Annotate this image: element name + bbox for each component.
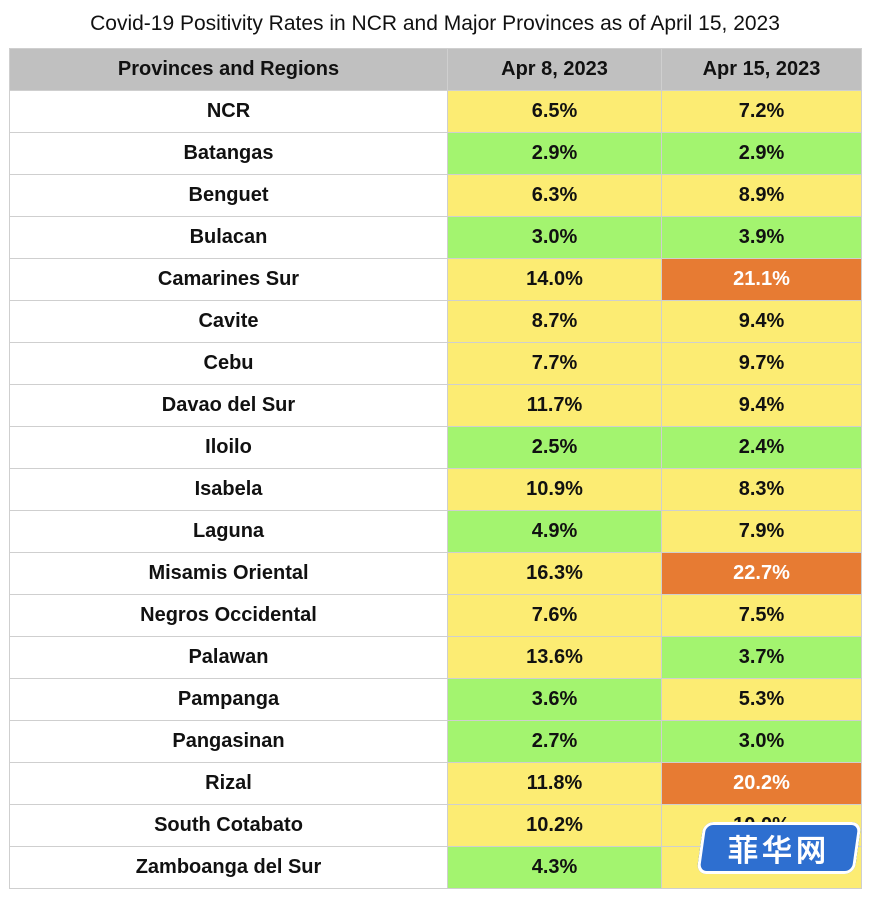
apr15-rate-cell: 3.9% — [661, 216, 862, 259]
province-name-cell: Palawan — [9, 636, 448, 679]
column-header-provinces: Provinces and Regions — [9, 48, 448, 91]
apr8-rate-cell: 16.3% — [447, 552, 662, 595]
apr15-rate-cell: 22.7% — [661, 552, 862, 595]
province-name-cell: Rizal — [9, 762, 448, 805]
apr8-rate-cell: 11.8% — [447, 762, 662, 805]
apr15-rate-cell: 2.4% — [661, 426, 862, 469]
apr8-rate-cell: 3.6% — [447, 678, 662, 721]
apr8-rate-cell: 11.7% — [447, 384, 662, 427]
apr15-rate-cell: 7.9% — [661, 510, 862, 553]
table-row: Batangas 2.9% 2.9% — [9, 132, 862, 175]
table-row: Pangasinan 2.7% 3.0% — [9, 720, 862, 763]
apr15-rate-cell: 9.4% — [661, 300, 862, 343]
column-header-apr8: Apr 8, 2023 — [447, 48, 662, 91]
table-row: Benguet 6.3% 8.9% — [9, 174, 862, 217]
table-row: Isabela 10.9% 8.3% — [9, 468, 862, 511]
apr8-rate-cell: 6.3% — [447, 174, 662, 217]
apr8-rate-cell: 6.5% — [447, 90, 662, 133]
apr15-rate-cell: 7.2% — [661, 90, 862, 133]
province-name-cell: Cebu — [9, 342, 448, 385]
header-row: Provinces and Regions Apr 8, 2023 Apr 15… — [9, 48, 862, 91]
apr8-rate-cell: 10.9% — [447, 468, 662, 511]
apr8-rate-cell: 7.6% — [447, 594, 662, 637]
table-row: Camarines Sur 14.0% 21.1% — [9, 258, 862, 301]
table-body: NCR 6.5% 7.2% Batangas 2.9% 2.9% Benguet 6.3% 8.… — [9, 90, 862, 889]
watermark-text: 菲华网 — [728, 834, 830, 869]
table-row: Palawan 13.6% 3.7% — [9, 636, 862, 679]
table-row: Misamis Oriental 16.3% 22.7% — [9, 552, 862, 595]
apr8-rate-cell: 2.5% — [447, 426, 662, 469]
table-row: Cebu 7.7% 9.7% — [9, 342, 862, 385]
province-name-cell: Pampanga — [9, 678, 448, 721]
table-row: Bulacan 3.0% 3.9% — [9, 216, 862, 259]
province-name-cell: Laguna — [9, 510, 448, 553]
province-name-cell: Batangas — [9, 132, 448, 175]
apr15-rate-cell: 8.3% — [661, 468, 862, 511]
table-row: NCR 6.5% 7.2% — [9, 90, 862, 133]
apr15-rate-cell: 9.4% — [661, 384, 862, 427]
apr8-rate-cell: 7.7% — [447, 342, 662, 385]
apr8-rate-cell: 4.3% — [447, 846, 662, 889]
table-row: Pampanga 3.6% 5.3% — [9, 678, 862, 721]
province-name-cell: Camarines Sur — [9, 258, 448, 301]
apr15-rate-cell: 21.1% — [661, 258, 862, 301]
province-name-cell: Misamis Oriental — [9, 552, 448, 595]
apr8-rate-cell: 2.7% — [447, 720, 662, 763]
province-name-cell: Iloilo — [9, 426, 448, 469]
apr15-rate-cell: 3.0% — [661, 720, 862, 763]
table-row: Cavite 8.7% 9.4% — [9, 300, 862, 343]
province-name-cell: Isabela — [9, 468, 448, 511]
province-name-cell: Pangasinan — [9, 720, 448, 763]
province-name-cell: Negros Occidental — [9, 594, 448, 637]
table-row: Rizal 11.8% 20.2% — [9, 762, 862, 805]
apr8-rate-cell: 13.6% — [447, 636, 662, 679]
province-name-cell: South Cotabato — [9, 804, 448, 847]
apr8-rate-cell: 8.7% — [447, 300, 662, 343]
province-name-cell: NCR — [9, 90, 448, 133]
table-row: Davao del Sur 11.7% 9.4% — [9, 384, 862, 427]
apr15-rate-cell: 5.3% — [661, 678, 862, 721]
apr15-rate-cell: 2.9% — [661, 132, 862, 175]
province-name-cell: Benguet — [9, 174, 448, 217]
province-name-cell: Davao del Sur — [9, 384, 448, 427]
column-header-apr15: Apr 15, 2023 — [661, 48, 862, 91]
province-name-cell: Cavite — [9, 300, 448, 343]
apr8-rate-cell: 4.9% — [447, 510, 662, 553]
province-name-cell: Zamboanga del Sur — [9, 846, 448, 889]
watermark-logo: 菲华网 — [696, 822, 862, 874]
positivity-table: Provinces and Regions Apr 8, 2023 Apr 15… — [9, 48, 862, 889]
apr15-rate-cell: 7.5% — [661, 594, 862, 637]
apr15-rate-cell: 9.7% — [661, 342, 862, 385]
table-row: Iloilo 2.5% 2.4% — [9, 426, 862, 469]
province-name-cell: Bulacan — [9, 216, 448, 259]
table-row: Negros Occidental 7.6% 7.5% — [9, 594, 862, 637]
apr8-rate-cell: 14.0% — [447, 258, 662, 301]
apr8-rate-cell: 3.0% — [447, 216, 662, 259]
apr15-rate-cell: 8.9% — [661, 174, 862, 217]
chart-title: Covid-19 Positivity Rates in NCR and Maj… — [90, 12, 780, 35]
apr15-rate-cell: 20.2% — [661, 762, 862, 805]
apr8-rate-cell: 2.9% — [447, 132, 662, 175]
table-row: Laguna 4.9% 7.9% — [9, 510, 862, 553]
apr15-rate-cell: 3.7% — [661, 636, 862, 679]
apr8-rate-cell: 10.2% — [447, 804, 662, 847]
